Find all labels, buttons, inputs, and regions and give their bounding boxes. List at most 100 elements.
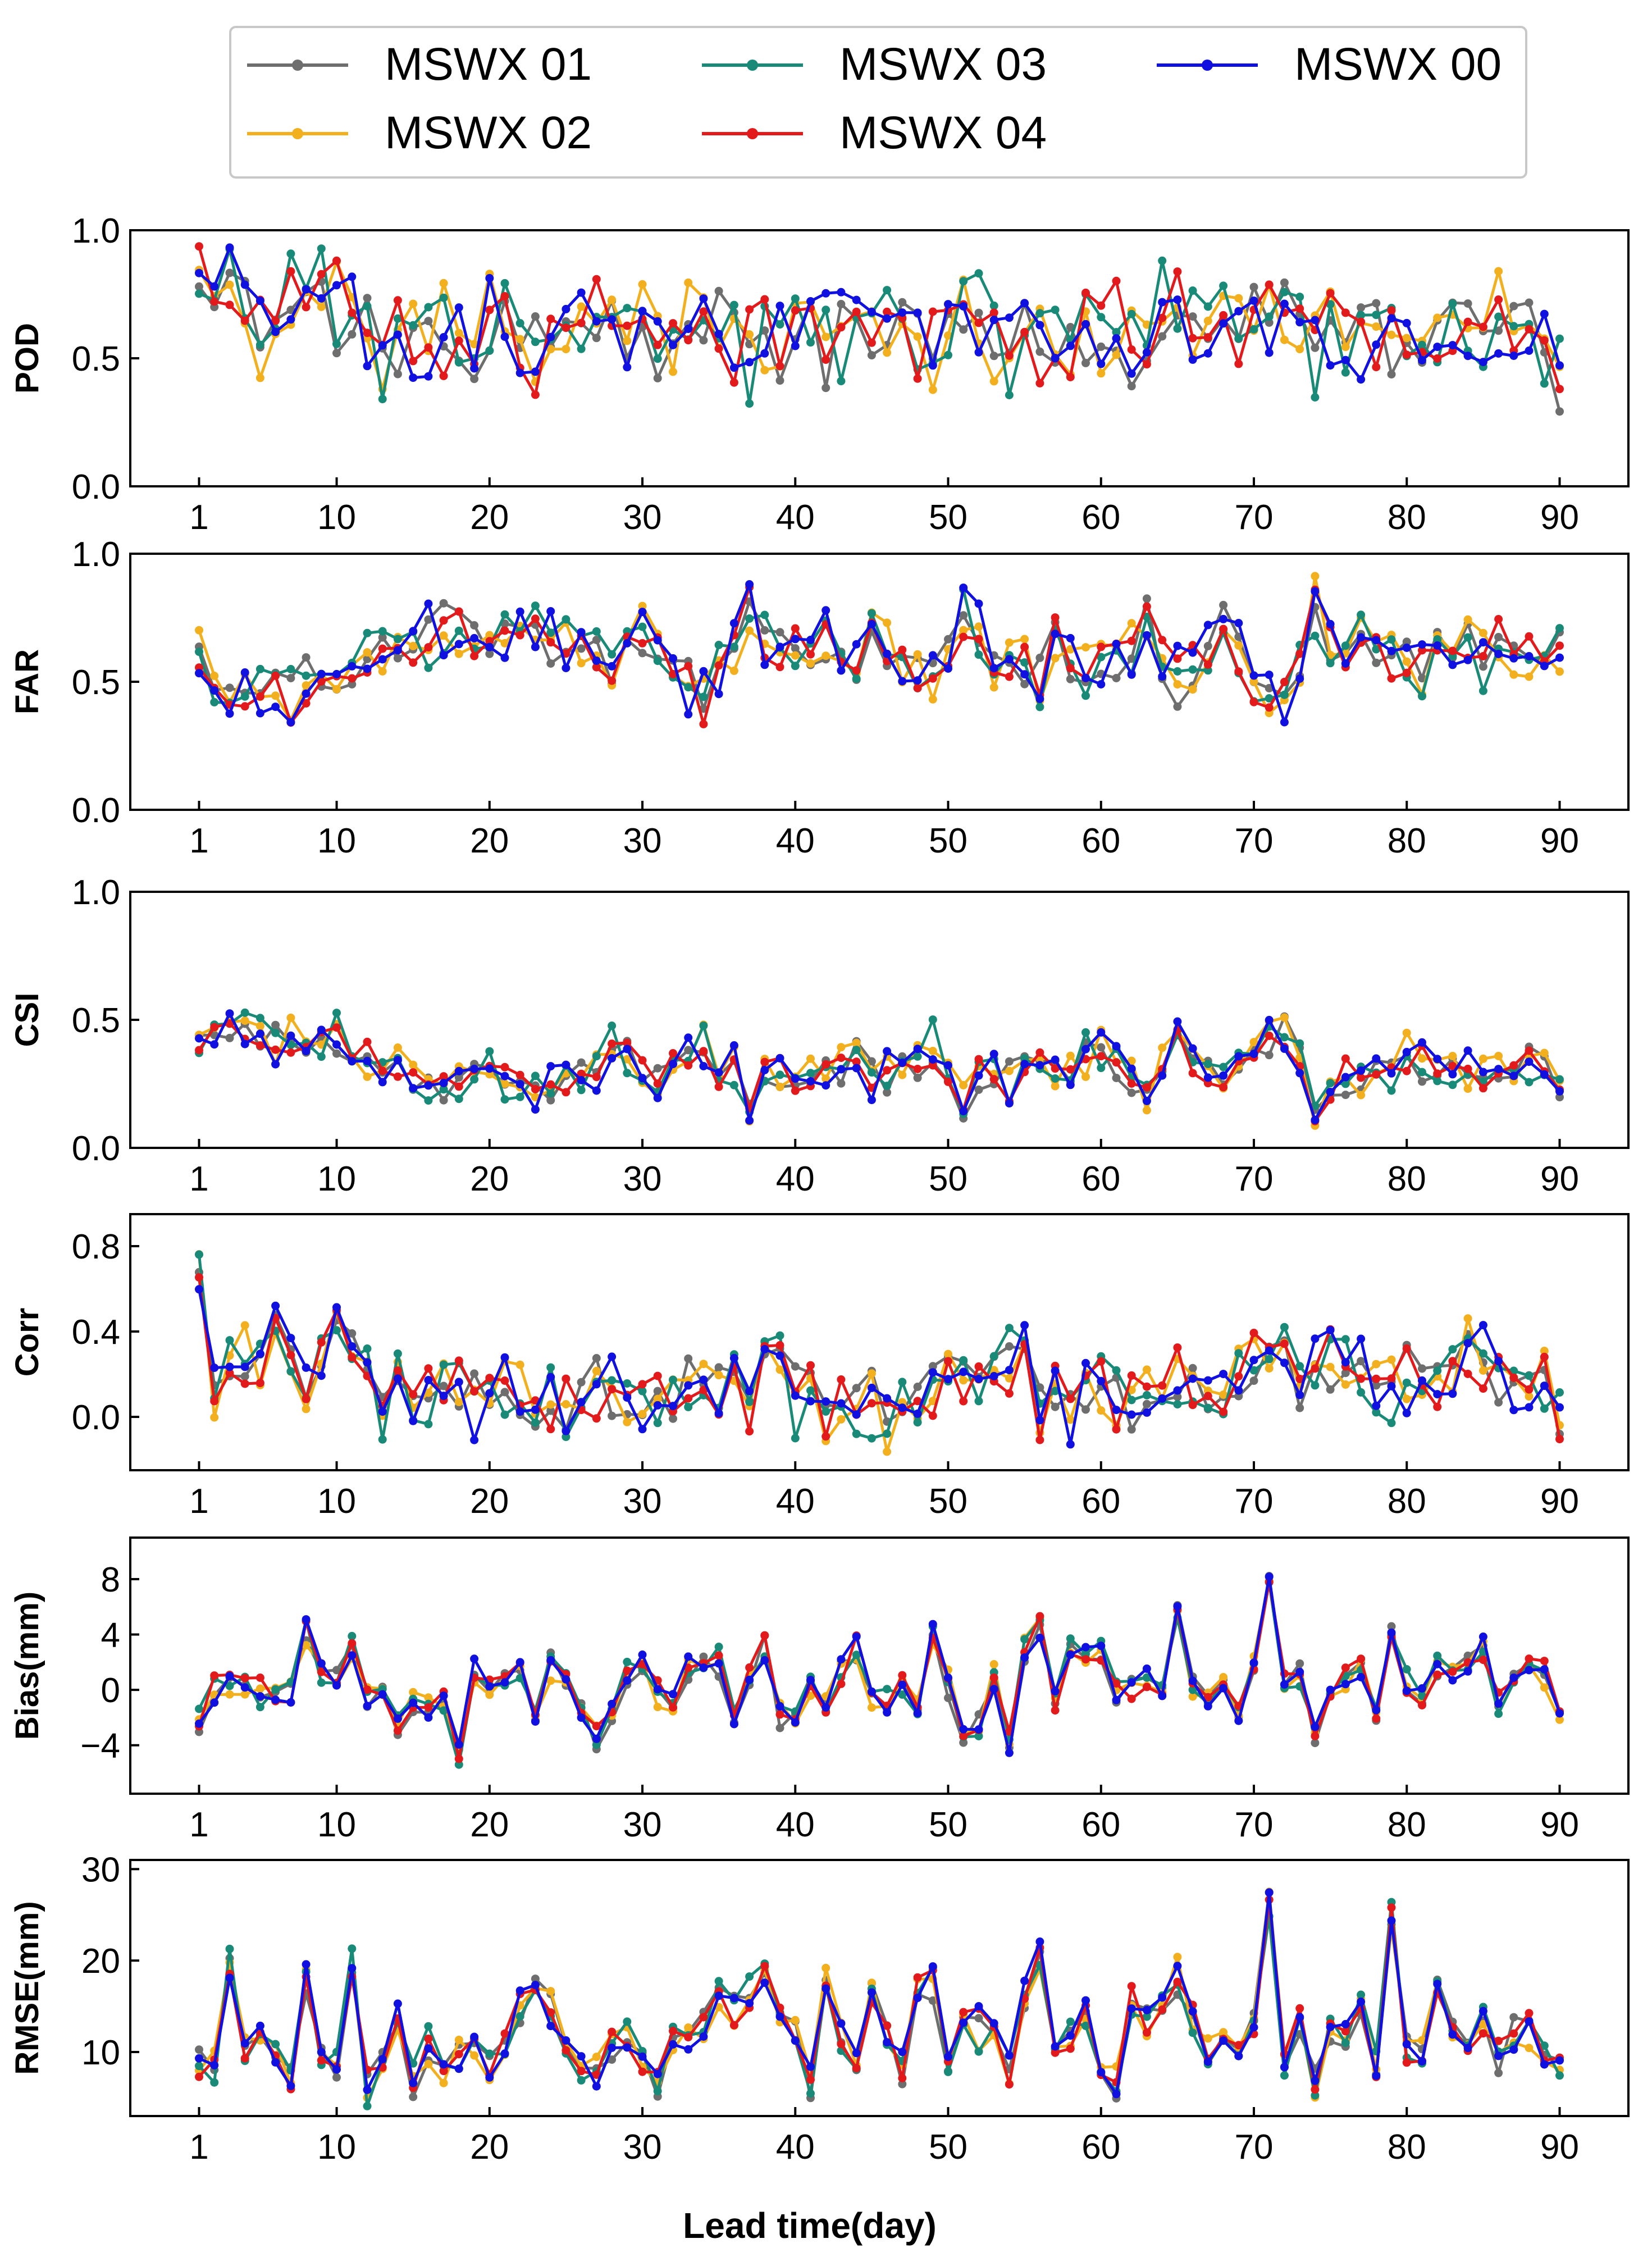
x-tick-label: 1 (189, 2128, 208, 2167)
data-point (562, 1675, 571, 1684)
data-point (898, 1690, 907, 1699)
data-point (745, 1999, 754, 2008)
data-point (1326, 1326, 1335, 1334)
data-point (1387, 1903, 1396, 1912)
data-point (302, 1047, 311, 1056)
data-point (745, 1387, 754, 1396)
data-point (806, 1676, 815, 1685)
data-point (944, 2067, 952, 2076)
data-point (210, 1364, 219, 1373)
data-point (1219, 281, 1228, 290)
data-point (852, 2064, 861, 2073)
data-point (439, 333, 448, 341)
data-point (653, 1401, 662, 1410)
plot-frame (129, 1859, 1630, 2117)
data-point (1402, 1665, 1411, 1674)
data-point (546, 1062, 555, 1071)
data-point (1448, 1357, 1457, 1366)
data-point (454, 1095, 463, 1104)
data-point (806, 636, 815, 644)
data-point (1112, 328, 1121, 336)
data-point (1203, 2034, 1212, 2043)
data-point (286, 2081, 295, 2090)
data-point (913, 332, 922, 341)
data-point (485, 1064, 494, 1073)
x-tick-label: 40 (776, 1805, 815, 1844)
data-point (867, 1369, 876, 1378)
data-point (1341, 2039, 1350, 2048)
data-point (439, 1360, 448, 1369)
data-point (1265, 683, 1274, 692)
data-point (393, 635, 402, 644)
data-point (1173, 1017, 1182, 1026)
data-point (944, 1349, 952, 1358)
data-point (1433, 1659, 1442, 1668)
data-point (669, 1402, 677, 1411)
data-point (729, 378, 738, 387)
data-point (1387, 330, 1396, 339)
data-point (195, 1046, 203, 1055)
data-point (1188, 312, 1197, 321)
data-point (1142, 1083, 1151, 1092)
data-point (684, 1354, 693, 1363)
data-point (1127, 1079, 1136, 1088)
data-point (1555, 1093, 1564, 1102)
data-point (562, 1433, 571, 1442)
data-point (546, 2022, 555, 2031)
x-tick-label: 20 (470, 822, 509, 860)
data-point (653, 1419, 662, 1428)
data-point (592, 317, 601, 326)
data-point (806, 1054, 815, 1063)
data-point (852, 1057, 861, 1066)
data-point (240, 692, 249, 701)
data-point (1402, 350, 1411, 359)
data-point (363, 1685, 372, 1694)
data-point (1494, 633, 1503, 641)
data-point (363, 2101, 372, 2110)
data-point (959, 626, 968, 635)
data-point (1555, 1388, 1564, 1397)
data-point (1540, 1048, 1549, 1057)
data-point (1219, 614, 1228, 623)
data-point (500, 1353, 509, 1362)
data-point (1203, 666, 1212, 675)
data-point (1525, 1385, 1534, 1394)
data-point (1478, 1084, 1487, 1093)
data-point (485, 306, 494, 314)
data-point (623, 336, 632, 345)
data-point (974, 1397, 983, 1406)
data-point (546, 1676, 555, 1685)
data-point (1357, 317, 1366, 326)
data-point (1387, 635, 1396, 644)
data-point (974, 308, 983, 317)
data-point (775, 663, 784, 672)
data-point (271, 1045, 280, 1054)
data-point (974, 635, 983, 644)
data-point (577, 2067, 586, 2076)
data-point (577, 1398, 586, 1407)
data-point (684, 1381, 693, 1390)
data-point (1357, 1357, 1366, 1366)
data-point (515, 2012, 524, 2021)
data-point (928, 1411, 937, 1420)
data-point (348, 1964, 357, 1973)
data-point (1051, 1706, 1060, 1715)
data-point (485, 631, 494, 640)
data-point (562, 1374, 571, 1383)
data-point (1478, 1321, 1487, 1330)
data-point (1035, 1061, 1044, 1070)
data-point (1188, 1676, 1197, 1685)
data-point (608, 1385, 617, 1394)
data-point (974, 1362, 983, 1371)
data-point (1295, 318, 1304, 327)
data-point (913, 676, 922, 685)
data-point (1402, 2058, 1411, 2067)
data-point (1020, 1321, 1029, 1330)
data-point (1188, 1069, 1197, 1078)
data-point (424, 303, 433, 312)
data-point (286, 267, 295, 276)
data-point (1433, 1670, 1442, 1679)
data-point (378, 341, 387, 350)
y-tick-label: 1.0 (72, 535, 120, 574)
